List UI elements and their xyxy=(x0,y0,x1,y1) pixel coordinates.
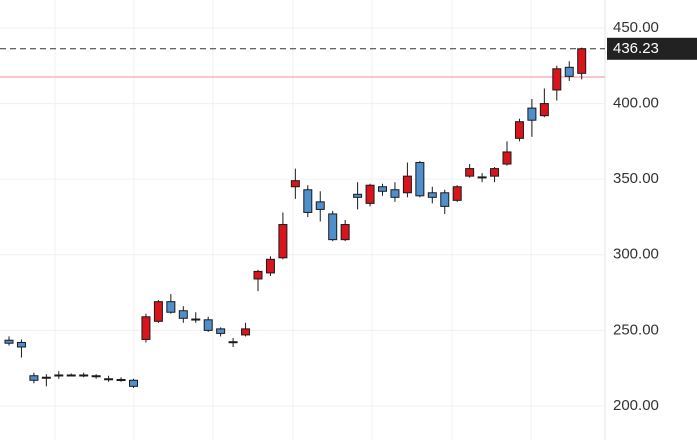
candle-body xyxy=(79,374,89,377)
candle-body xyxy=(415,162,425,197)
y-tick-label: 200.00 xyxy=(613,397,659,414)
candle-body xyxy=(265,258,275,274)
candle-body xyxy=(552,68,562,91)
candle-body xyxy=(166,301,176,313)
candle-body xyxy=(452,186,462,201)
candle-body xyxy=(4,339,14,344)
candle-body xyxy=(340,224,350,241)
candle-body xyxy=(216,328,226,334)
candle-body xyxy=(353,193,363,198)
candle-body xyxy=(191,318,201,321)
candle-body xyxy=(104,378,114,381)
candle-body xyxy=(153,301,163,322)
candle-body xyxy=(502,151,512,165)
candle-body xyxy=(477,176,487,179)
candle-body xyxy=(29,375,39,381)
candle-body xyxy=(241,328,251,336)
y-tick-label: 300.00 xyxy=(613,246,659,263)
candle-body xyxy=(315,201,325,210)
candle-body xyxy=(527,107,537,121)
y-tick-label: 250.00 xyxy=(613,321,659,338)
candle-body xyxy=(116,379,126,382)
candle-body xyxy=(253,270,263,280)
candle-body xyxy=(514,121,524,139)
y-tick-label: 400.00 xyxy=(613,95,659,112)
vertical-grid xyxy=(54,0,532,440)
y-tick-label: 350.00 xyxy=(613,170,659,187)
candle-body xyxy=(290,180,300,188)
candle-body xyxy=(54,374,64,377)
candle-body xyxy=(178,310,188,319)
candle-body xyxy=(91,375,101,378)
candle-body xyxy=(539,103,549,117)
candle-body xyxy=(129,379,138,387)
candle-body xyxy=(303,189,313,213)
candle-body xyxy=(427,192,437,198)
candle-body xyxy=(203,319,213,331)
candle-body xyxy=(577,48,587,74)
candle-body xyxy=(440,192,450,207)
candle-body xyxy=(141,316,151,340)
candle-body xyxy=(402,175,412,194)
candle-body xyxy=(490,168,500,177)
candle-body xyxy=(564,66,574,77)
candle-body xyxy=(328,213,338,241)
candle-body xyxy=(66,374,76,377)
last-price-label: 436.23 xyxy=(613,40,659,57)
candle-body xyxy=(365,184,375,204)
candle-body xyxy=(16,341,26,348)
candle-body xyxy=(378,186,387,192)
candle-body xyxy=(228,341,238,344)
last-price-box xyxy=(607,37,697,60)
candle-body xyxy=(390,189,400,198)
y-tick-label: 450.00 xyxy=(613,19,659,36)
candle-body xyxy=(41,376,51,379)
candle-body xyxy=(465,168,475,177)
candle-body xyxy=(278,224,288,259)
